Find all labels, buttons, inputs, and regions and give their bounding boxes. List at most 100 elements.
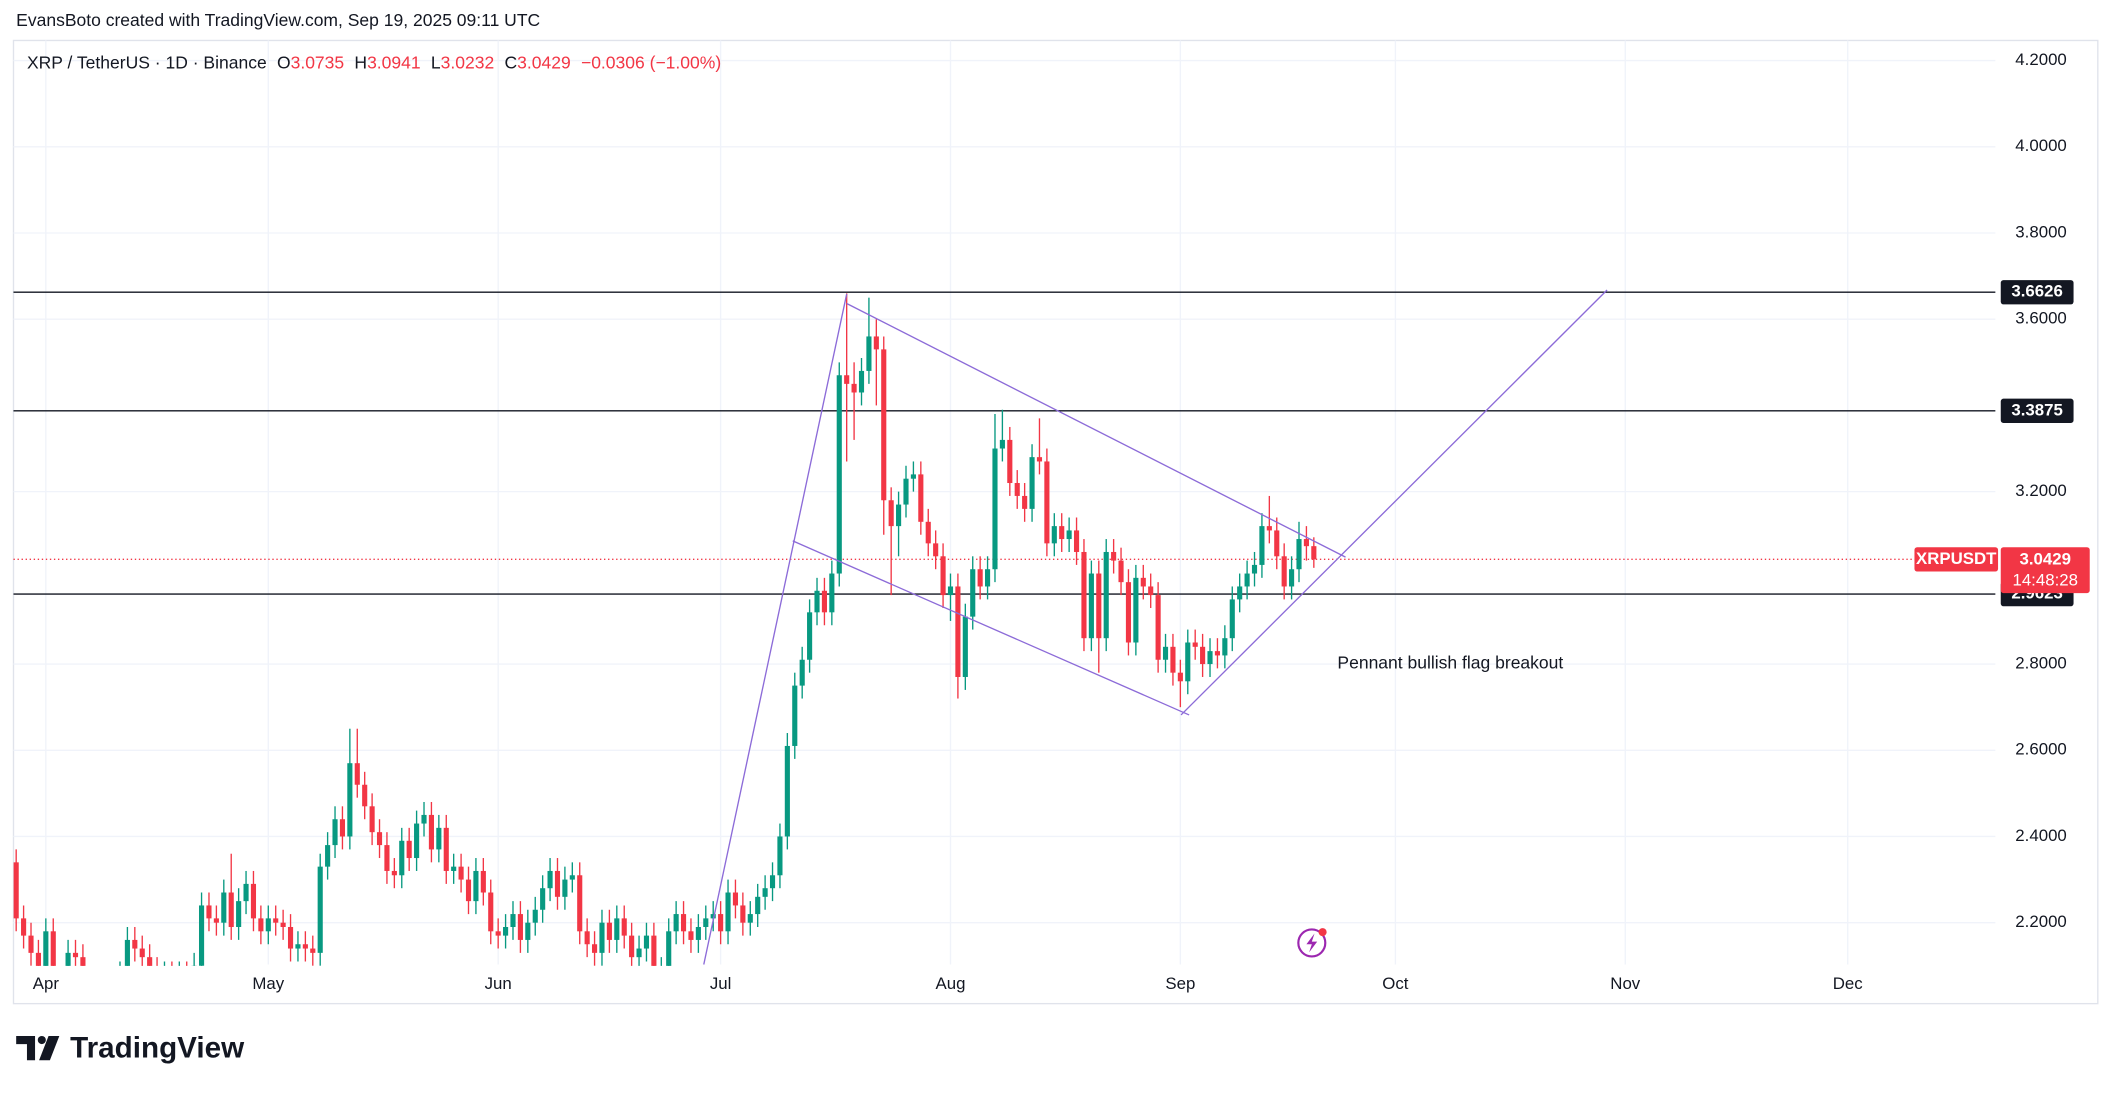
candle-body	[1081, 551, 1087, 639]
candle-body	[162, 974, 167, 978]
candle-body	[1237, 586, 1243, 600]
candle-body	[258, 918, 264, 932]
candle-body	[1311, 546, 1317, 560]
candle-body	[614, 918, 620, 940]
candle-body	[50, 931, 56, 966]
candle-body	[399, 840, 405, 876]
candle-body	[177, 974, 182, 983]
y-tick-label: 4.0000	[2015, 136, 2067, 155]
y-tick-label: 2.6000	[2015, 740, 2067, 759]
candle-body	[940, 556, 946, 596]
candle-body	[888, 500, 894, 527]
candle-body	[1266, 526, 1272, 531]
legend-open-label: O	[277, 52, 291, 72]
candle-body	[332, 819, 338, 846]
candle-body	[1214, 651, 1220, 656]
candles	[13, 293, 1317, 992]
candle-body	[599, 922, 605, 953]
candle-body	[243, 883, 249, 902]
candle-body	[280, 922, 286, 927]
price-tag-label: 3.0429	[2019, 549, 2071, 568]
level-tag	[2000, 398, 2074, 423]
candle-body	[970, 569, 976, 617]
candle-body	[406, 840, 412, 859]
candle-body	[873, 336, 879, 350]
candle-body	[503, 926, 509, 936]
candle-body	[643, 935, 650, 949]
candle-body	[421, 814, 427, 824]
symbol-tag	[1914, 547, 1999, 572]
candle-body	[184, 974, 189, 978]
candle-body	[1222, 638, 1228, 656]
candle-body	[465, 879, 472, 902]
legend-low: 3.0232	[441, 52, 495, 72]
x-tick-label: Sep	[1165, 974, 1195, 993]
candle-body	[1281, 556, 1287, 587]
candle-body	[881, 349, 887, 501]
y-tick-label: 2.2000	[2015, 912, 2067, 931]
candle-body	[925, 521, 931, 544]
candle-body	[747, 914, 753, 923]
candle-body	[1051, 526, 1057, 544]
candle-body	[480, 870, 486, 893]
candle-body	[784, 745, 790, 837]
candle-body	[1170, 646, 1176, 673]
legend-low-label: L	[431, 52, 441, 72]
candle-body	[1073, 530, 1080, 552]
chart-frame	[12, 39, 2099, 1005]
candle-body	[577, 875, 583, 932]
candle-body	[1007, 439, 1013, 484]
candle-body	[1296, 539, 1302, 570]
candle-body	[955, 586, 961, 677]
candle-body	[369, 806, 375, 833]
candle-body	[992, 448, 998, 570]
candle-body	[310, 948, 316, 953]
candle-body	[755, 896, 761, 915]
legend-close-label: C	[504, 52, 517, 72]
legend-open: 3.0735	[291, 52, 345, 72]
candle-body	[799, 659, 805, 686]
grid: 2.2000 2.4000 2.6000 2.8000 3.2000 3.6000 3.80…	[13, 40, 2067, 993]
candle-body	[584, 931, 590, 945]
candle-body	[1155, 595, 1161, 660]
candle-body	[896, 504, 902, 527]
candle-body	[72, 952, 79, 958]
level-label: 3.6626	[2011, 282, 2063, 301]
candle-body	[376, 832, 383, 846]
candle-body	[525, 922, 531, 940]
x-tick-label: Apr	[33, 974, 60, 993]
x-tick-label: Jul	[710, 974, 732, 993]
candle-body	[659, 970, 664, 992]
candle-body	[1014, 483, 1020, 496]
candle-body	[1096, 573, 1102, 639]
candle-body	[792, 685, 798, 746]
candle-body	[473, 870, 479, 902]
level-label: 3.3875	[2011, 400, 2063, 419]
candle-body	[1118, 560, 1124, 583]
candle-body	[287, 926, 294, 949]
candle-body	[1207, 651, 1213, 665]
candle-body	[688, 931, 694, 940]
candle-body	[35, 952, 41, 966]
candle-body	[829, 573, 835, 613]
candle-body	[206, 905, 212, 919]
symbol-tag-label: XRPUSDT	[1916, 549, 1997, 568]
candle-body	[569, 875, 575, 880]
candle-body	[1200, 646, 1206, 665]
candle-body	[1185, 642, 1191, 682]
candle-body	[354, 763, 360, 785]
candle-body	[339, 819, 346, 837]
price-tag-countdown: 14:48:28	[2012, 570, 2078, 589]
legend-change: −0.0306 (−1.00%)	[581, 52, 721, 72]
candle-body	[1088, 573, 1094, 639]
candle-body	[1244, 573, 1250, 587]
breakout-line	[1180, 289, 1608, 716]
candle-body	[807, 612, 813, 660]
candle-body	[458, 866, 464, 880]
candle-body	[858, 370, 865, 393]
legend: XRP / TetherUS · 1D · Binance O3.0735 H3…	[27, 52, 721, 72]
annotation: Pennant bullish flag breakout	[1337, 652, 1563, 672]
candle-body	[443, 827, 449, 871]
candle-body	[1289, 569, 1295, 587]
